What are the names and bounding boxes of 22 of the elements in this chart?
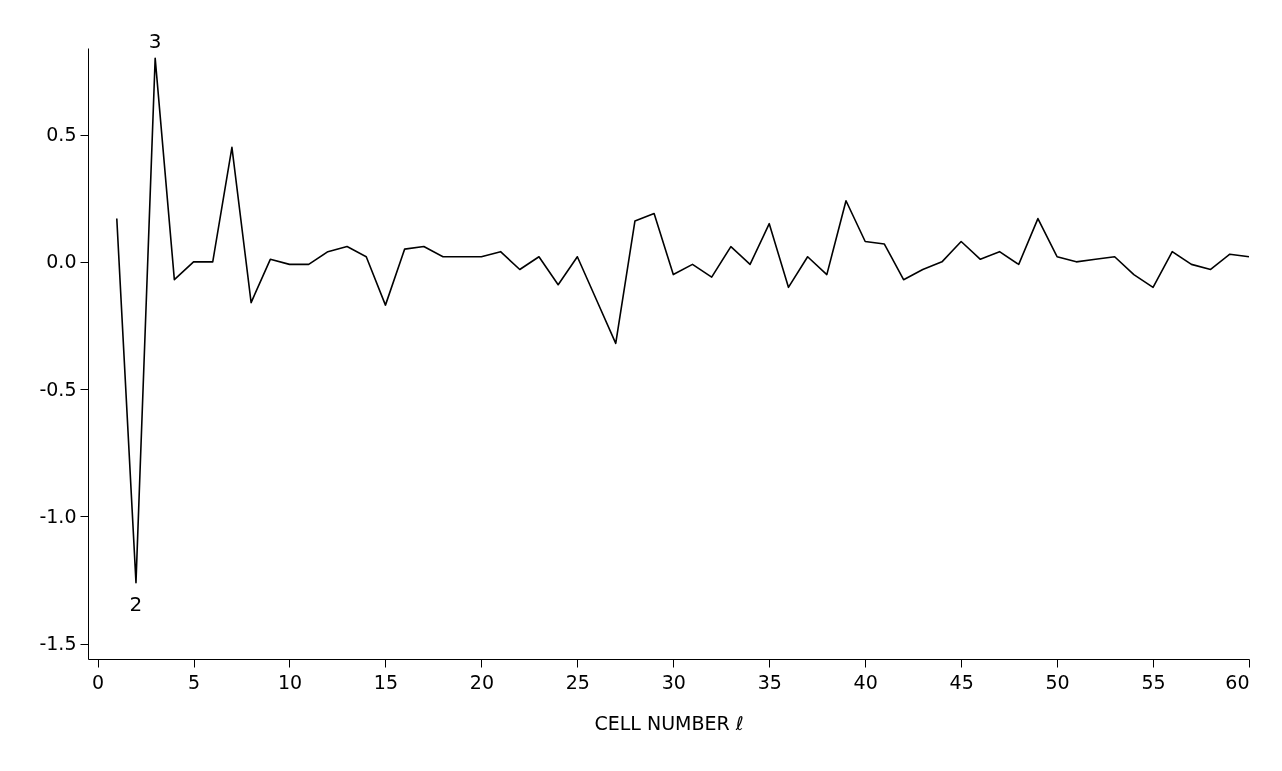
x-tick-label: 40: [853, 670, 878, 693]
x-tick-label: 20: [469, 670, 494, 693]
x-tick-label: 35: [757, 670, 782, 693]
y-tick-label: 0.5: [46, 123, 77, 146]
y-tick-label: 0.0: [46, 250, 77, 273]
x-tick-label: 55: [1141, 670, 1166, 693]
x-tick-label: 60: [1225, 670, 1250, 693]
line-series: [115, 57, 1250, 584]
x-axis-title: CELL NUMBER ℓ: [594, 711, 744, 734]
x-tick-label: 50: [1045, 670, 1070, 693]
x-tick-label: 25: [565, 670, 590, 693]
y-tick-label: -0.5: [39, 377, 77, 400]
x-tick-label: 45: [949, 670, 974, 693]
annotation: 2: [129, 591, 143, 616]
x-tick-label: 30: [661, 670, 686, 693]
x-tick-label: 0: [92, 670, 105, 693]
y-tick-label: -1.5: [39, 632, 77, 655]
x-tick-label: 15: [373, 670, 399, 693]
x-tick-label: 5: [188, 670, 201, 693]
x-tick-label: 10: [277, 670, 303, 693]
annotation: 3: [148, 29, 162, 54]
y-tick-label: -1.0: [39, 504, 77, 527]
